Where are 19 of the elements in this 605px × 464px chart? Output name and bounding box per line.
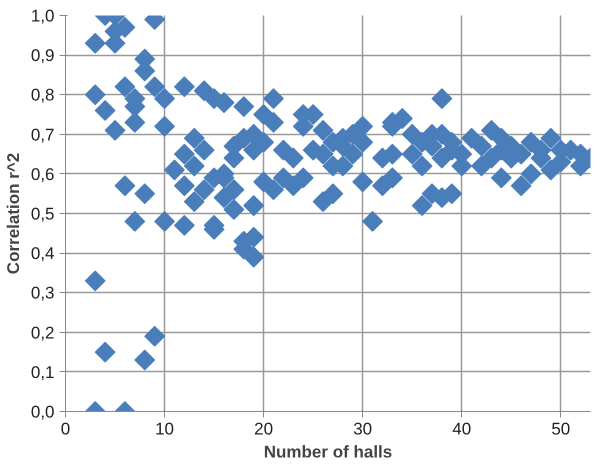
x-tick-label: 50 — [551, 420, 570, 438]
y-tick-label: 1,0 — [30, 6, 55, 26]
y-tick-label: 0,5 — [30, 204, 55, 224]
y-tick-label: 0,2 — [30, 323, 55, 342]
y-axis-title: Correlation r^2 — [4, 152, 23, 274]
y-tick-label: 0,7 — [30, 125, 55, 144]
x-tick-label: 10 — [155, 420, 174, 438]
y-tick-label: 0,1 — [30, 362, 55, 382]
y-tick-label: 0,4 — [30, 244, 55, 264]
x-tick-label: 0 — [60, 420, 70, 438]
y-tick-label: 0,0 — [30, 402, 55, 422]
x-axis-title: Number of halls — [264, 442, 392, 462]
x-tick-label: 20 — [254, 420, 274, 438]
y-tick-label: 0,6 — [30, 164, 55, 184]
y-tick-label: 0,8 — [30, 86, 55, 105]
x-tick-label: 30 — [353, 420, 372, 438]
y-tick-label: 0,9 — [30, 46, 55, 66]
y-tick-label: 0,3 — [30, 284, 55, 303]
x-tick-label: 40 — [452, 420, 472, 438]
